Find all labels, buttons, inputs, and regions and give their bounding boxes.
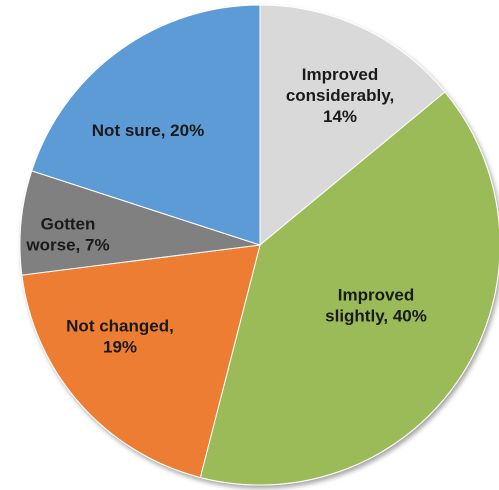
pie-slice-label-line: 19% xyxy=(103,338,137,357)
pie-slice-label-1: Improved slightly, 40% xyxy=(325,286,427,326)
pie-slice-0 xyxy=(259,4,446,247)
pie-slice-label-3: Gotten worse, 7% xyxy=(25,215,109,255)
pie-slice-4 xyxy=(31,4,261,246)
pie-slice-2 xyxy=(21,244,261,479)
pie-slice-3 xyxy=(19,170,261,276)
pie-slice-label-0: Improved considerably, 14% xyxy=(286,65,394,126)
pie-slice-1 xyxy=(199,91,499,486)
pie-slice-label-line: Improved xyxy=(302,65,379,84)
pie-slice-label-2: Not changed, 19% xyxy=(66,317,174,357)
pie-slice-label-line: Gotten xyxy=(41,215,96,234)
pie-slice-label-line: Not changed, xyxy=(66,317,174,336)
pie-slice-label-4: Not sure, 20% xyxy=(92,121,204,140)
pie-slices xyxy=(19,4,499,486)
pie-slice-label-line: 14% xyxy=(323,107,357,126)
pie-slice-label-line: Improved xyxy=(338,286,415,305)
pie-labels: Improved considerably, 14% Improved slightly… xyxy=(25,65,426,357)
pie-slice-label-line: Not sure, 20% xyxy=(92,121,204,140)
pie-slice-label-line: worse, 7% xyxy=(25,236,109,255)
pie-slice-label-line: considerably, xyxy=(286,86,394,105)
pie-slice-label-line: slightly, 40% xyxy=(325,307,427,326)
